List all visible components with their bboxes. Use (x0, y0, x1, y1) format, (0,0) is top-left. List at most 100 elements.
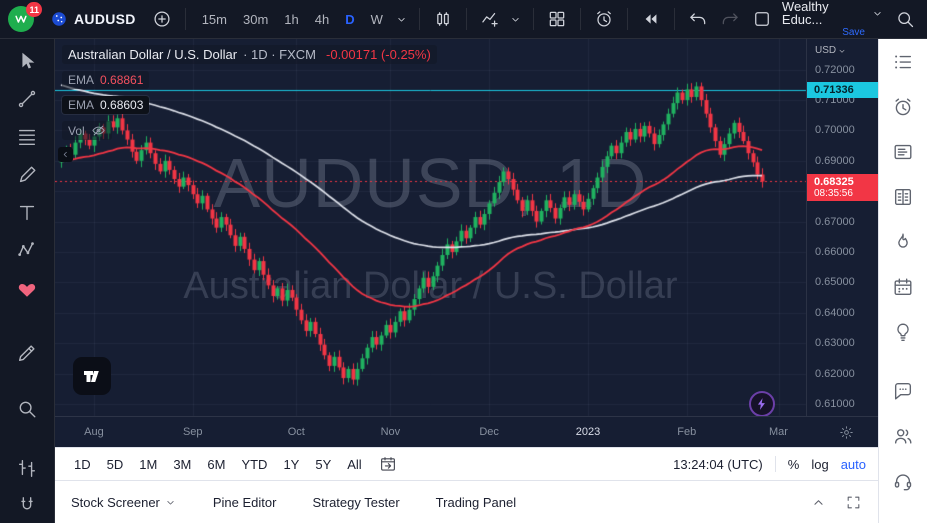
axis-currency-label: USD (815, 45, 837, 56)
top-toolbar: 11 AUDUSD 15m 30m 1h 4h D W Wealthy Educ... (0, 0, 927, 39)
time-label-Feb: Feb (677, 426, 697, 438)
app-logo[interactable]: 11 (8, 2, 42, 33)
headset-icon[interactable] (892, 470, 914, 492)
chart-settings-gear-icon[interactable] (839, 425, 854, 440)
panel-tab-trading-panel[interactable]: Trading Panel (436, 495, 516, 510)
go-to-date-icon[interactable] (379, 455, 397, 473)
panel-tab-stock-screener[interactable]: Stock Screener (71, 495, 177, 510)
alert-clock-icon[interactable] (892, 96, 914, 118)
ema2-value: 0.68603 (100, 98, 144, 112)
magnet-icon[interactable] (15, 494, 39, 518)
legend-meta: · 1D · FXCM (243, 47, 317, 62)
price-badge-upper: 0.71336 (807, 81, 878, 98)
timeframe-D[interactable]: D (345, 11, 355, 27)
account-menu[interactable]: Wealthy Educ... Save (782, 0, 885, 38)
search-icon[interactable] (891, 6, 919, 32)
range-1M[interactable]: 1M (139, 456, 158, 472)
emoji-heart-icon[interactable] (15, 277, 39, 301)
timeframe-1h[interactable]: 1h (284, 11, 299, 27)
main-area: AUDUSD, 1D Australian Dollar / U.S. Doll… (0, 39, 927, 523)
chat-icon[interactable] (892, 380, 914, 402)
calendar-icon[interactable] (892, 276, 914, 298)
price-label: 0.67000 (815, 215, 855, 228)
legend-symbol-row[interactable]: Australian Dollar / U.S. Dollar · 1D · F… (62, 45, 437, 64)
screener-chevron-icon[interactable] (164, 496, 177, 509)
range-1D[interactable]: 1D (74, 456, 91, 472)
candlestick-chart-canvas[interactable] (55, 39, 878, 447)
zoom-icon[interactable] (15, 397, 39, 421)
timeframe-4h[interactable]: 4h (314, 11, 330, 27)
log-scale-button[interactable]: log (811, 456, 829, 472)
people-icon[interactable] (892, 425, 914, 447)
timeframe-30m[interactable]: 30m (243, 11, 269, 27)
open-panel-icon[interactable] (810, 494, 827, 511)
indicators-chevron-icon[interactable] (508, 6, 524, 32)
bar-countdown: 08:35:56 (814, 188, 853, 200)
create-alert-icon[interactable] (590, 6, 618, 32)
legend-ema1-row[interactable]: EMA 0.68861 (62, 71, 150, 89)
price-axis[interactable]: USD 0.71336 0.68325 08:35:56 0.72000 0.71… (806, 39, 878, 416)
range-5D[interactable]: 5D (106, 456, 124, 472)
range-YTD[interactable]: YTD (241, 456, 268, 472)
toolbar-divider (626, 8, 628, 30)
range-3M[interactable]: 3M (173, 456, 192, 472)
chart-type-icon[interactable] (429, 6, 457, 32)
maximize-panel-icon[interactable] (845, 494, 862, 511)
symbol-button[interactable]: AUDUSD (42, 5, 144, 33)
dom-icon[interactable] (892, 186, 914, 208)
watchlist-icon[interactable] (892, 51, 914, 73)
range-5Y[interactable]: 5Y (315, 456, 332, 472)
timeframe-15m[interactable]: 15m (201, 11, 227, 27)
time-axis[interactable]: Aug Sep Oct Nov Dec 2023 Feb Mar (55, 416, 878, 447)
auto-scale-button[interactable]: auto (840, 456, 866, 472)
price-label: 0.64000 (815, 306, 855, 319)
save-layout-icon[interactable] (748, 6, 776, 32)
undo-icon[interactable] (684, 6, 712, 32)
right-sidebar (878, 39, 927, 523)
save-button[interactable]: Save (842, 27, 865, 38)
panel-tab-pine-editor[interactable]: Pine Editor (213, 495, 277, 510)
clock[interactable]: 13:24:04 (UTC) (673, 456, 763, 472)
ema1-value: 0.68861 (100, 73, 144, 87)
panel-controls (810, 494, 862, 511)
quick-trade-lightning-icon[interactable] (749, 391, 775, 417)
redo-icon[interactable] (716, 6, 744, 32)
eye-off-icon[interactable] (91, 123, 106, 138)
percent-scale-button[interactable]: % (787, 456, 800, 472)
timeframe-W[interactable]: W (370, 11, 383, 27)
panel-tab-strategy-tester[interactable]: Strategy Tester (312, 495, 399, 510)
xabcd-pattern-icon[interactable] (15, 239, 39, 263)
idea-bulb-icon[interactable] (892, 321, 914, 343)
range-6M[interactable]: 6M (207, 456, 226, 472)
bottom-panel: Stock Screener Pine Editor Strategy Tester… (55, 480, 878, 523)
bar-replay-icon[interactable] (637, 6, 665, 32)
series-left-marker[interactable] (58, 147, 73, 162)
flame-icon[interactable] (892, 231, 914, 253)
notification-badge[interactable]: 11 (26, 2, 42, 17)
add-compare-icon[interactable] (148, 6, 176, 32)
legend-volume-row[interactable]: Vol (62, 121, 112, 140)
indicators-icon[interactable] (476, 6, 504, 32)
cursor-icon[interactable] (15, 49, 39, 73)
timeframe-chevron-icon[interactable] (394, 6, 410, 32)
text-icon[interactable] (15, 201, 39, 225)
time-label-Dec: Dec (479, 426, 499, 438)
brush-icon[interactable] (15, 163, 39, 187)
bars-pattern-icon[interactable] (15, 456, 39, 480)
time-label-Aug: Aug (84, 426, 104, 438)
trend-line-icon[interactable] (15, 87, 39, 111)
tradingview-logo[interactable] (73, 357, 111, 395)
symbol-flag-icon (50, 10, 68, 28)
account-name[interactable]: Wealthy Educ... (781, 0, 829, 27)
toolbar-divider (418, 8, 420, 30)
data-window-icon[interactable] (892, 141, 914, 163)
ruler-pencil-icon[interactable] (15, 341, 39, 365)
fib-retracement-icon[interactable] (15, 125, 39, 149)
multichart-layout-icon[interactable] (543, 6, 571, 32)
legend-ema2-row[interactable]: EMA 0.68603 (62, 96, 150, 114)
toolbar-divider (579, 8, 581, 30)
range-All[interactable]: All (347, 456, 362, 472)
volume-label: Vol (68, 123, 85, 138)
range-1Y[interactable]: 1Y (283, 456, 300, 472)
axis-currency-toggle[interactable]: USD (815, 45, 847, 56)
